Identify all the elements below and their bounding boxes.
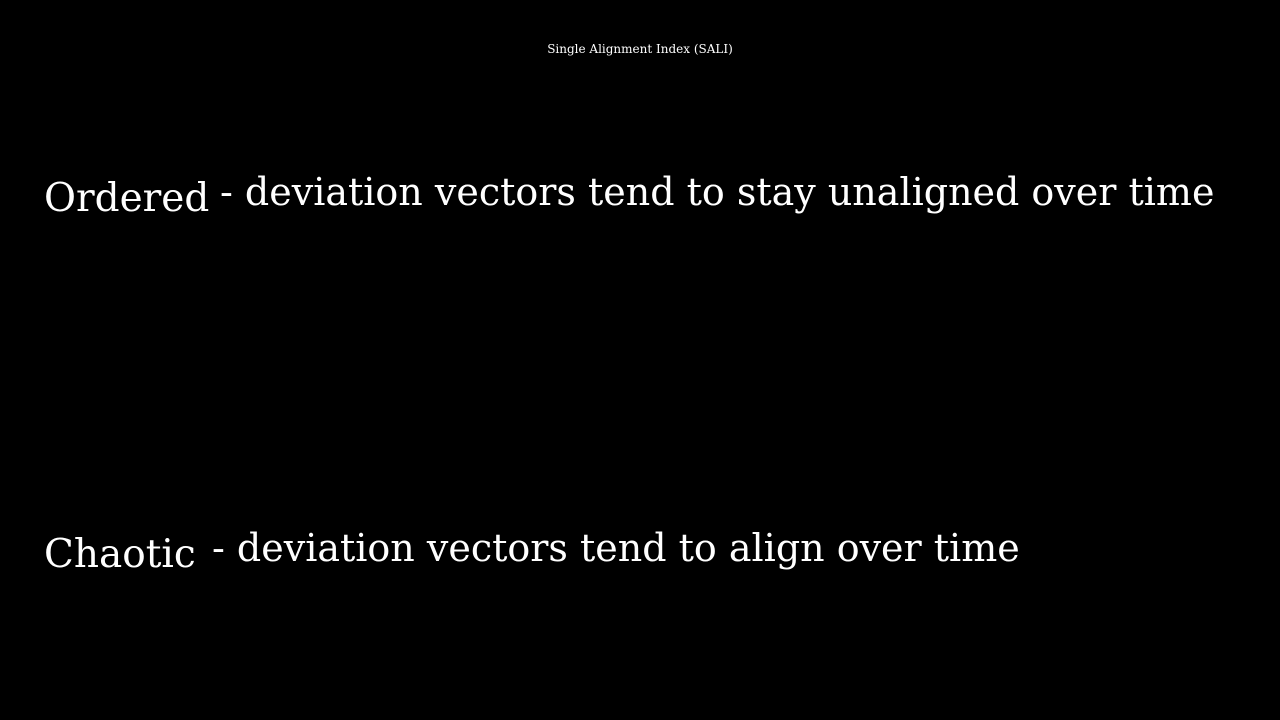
slide-title: Single Alignment Index (SALI)	[547, 42, 733, 56]
chaotic-term: Chaotic	[44, 532, 196, 577]
ordered-description: - deviation vectors tend to stay unalign…	[220, 170, 1215, 214]
chaotic-description: - deviation vectors tend to align over t…	[212, 526, 1020, 570]
ordered-term: Ordered	[44, 176, 210, 221]
